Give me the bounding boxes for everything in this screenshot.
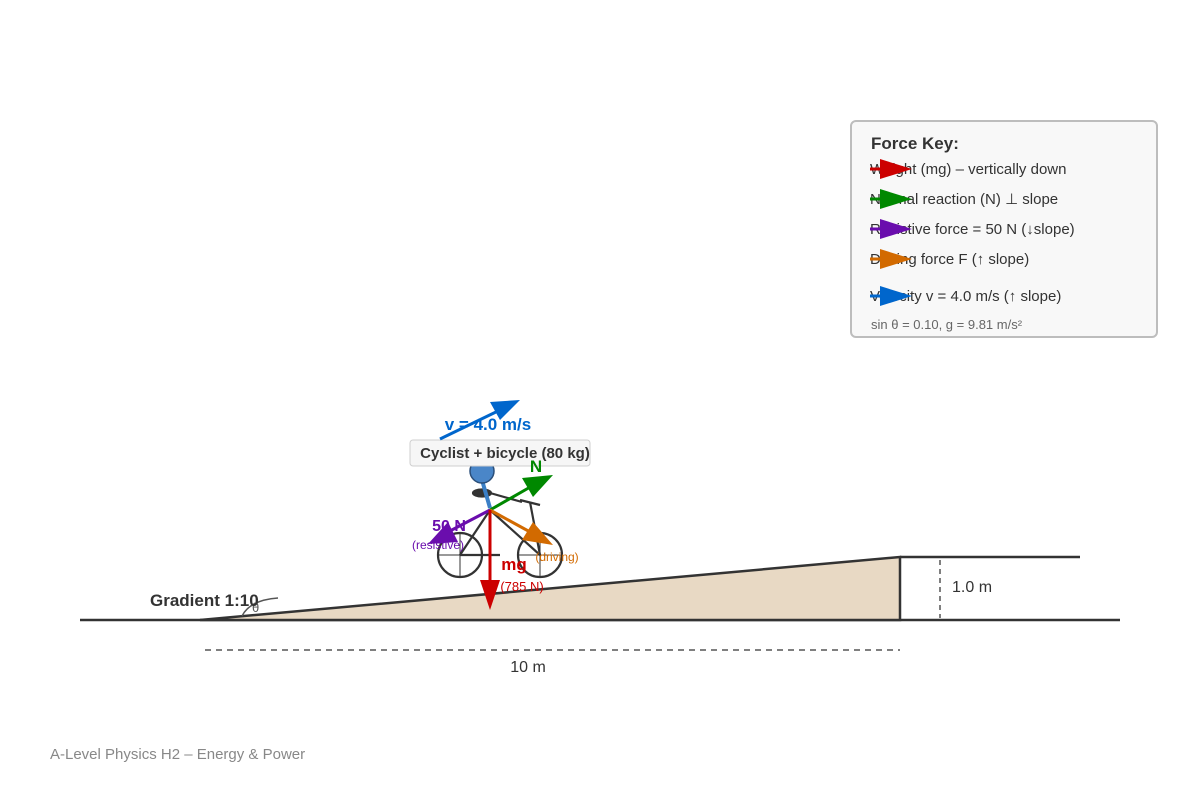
legend-label: Velocity v = 4.0 m/s (↑ slope) — [870, 287, 1062, 305]
resistive-sub-label: (resistive) — [412, 538, 464, 552]
green-arrow-icon — [870, 189, 912, 209]
legend-item-normal: Normal reaction (N) ⊥ slope — [870, 188, 1058, 210]
legend-label: Driving force F (↑ slope) — [870, 250, 1030, 268]
weight-label: mg — [501, 555, 527, 574]
driving-arrow-head — [522, 522, 553, 545]
blue-arrow-icon — [870, 286, 912, 306]
legend-title: Force Key: — [871, 134, 959, 153]
legend-label: Resistive force = 50 N (↓slope) — [870, 220, 1075, 238]
legend-item-driving: Driving force F (↑ slope) — [870, 248, 1029, 270]
normal-arrow-shaft — [489, 484, 533, 512]
object-label-box — [409, 439, 591, 467]
driving-arrow-shaft — [489, 508, 533, 535]
force-key-legend: Force Key: Weight (mg) – vertically down… — [850, 120, 1158, 338]
bicycle — [436, 488, 564, 579]
velocity-arrow-head — [490, 400, 520, 420]
footer-caption: A-Level Physics H2 – Energy & Power — [50, 746, 306, 763]
legend-note: sin θ = 0.10, g = 9.81 m/s² — [871, 317, 1023, 332]
object-label: Cyclist + bicycle (80 kg) — [420, 445, 590, 462]
resistive-arrow-head — [428, 522, 458, 544]
height-label: 1.0 m — [952, 579, 992, 596]
gradient-label: Gradient 1:10 — [150, 591, 259, 610]
length-label: 10 m — [510, 659, 546, 676]
velocity-label: v = 4.0 m/s — [445, 415, 531, 434]
legend-item-weight: Weight (mg) – vertically down — [870, 158, 1066, 180]
normal-label: N — [530, 457, 542, 476]
angle-symbol: θ — [252, 600, 259, 615]
legend-label: Weight (mg) – vertically down — [870, 160, 1067, 178]
weight-arrow-head — [480, 580, 500, 610]
angle-arc — [241, 597, 279, 617]
driving-sub-label: (driving) — [535, 550, 578, 564]
legend-item-resistive: Resistive force = 50 N (↓slope) — [870, 218, 1075, 240]
legend-label: Normal reaction (N) ⊥ slope — [870, 191, 1059, 208]
weight-sub-label: (785 N) — [500, 579, 543, 594]
resistive-arrow-shaft — [447, 508, 491, 534]
red-arrow-icon — [870, 159, 912, 179]
orange-arrow-icon — [870, 249, 912, 269]
legend-item-velocity: Velocity v = 4.0 m/s (↑ slope) — [870, 285, 1061, 307]
normal-arrow-head — [522, 475, 553, 497]
purple-arrow-icon — [870, 219, 912, 239]
resistive-label: 50 N — [432, 518, 466, 535]
velocity-arrow-shaft — [439, 409, 499, 441]
ramp — [199, 555, 902, 622]
